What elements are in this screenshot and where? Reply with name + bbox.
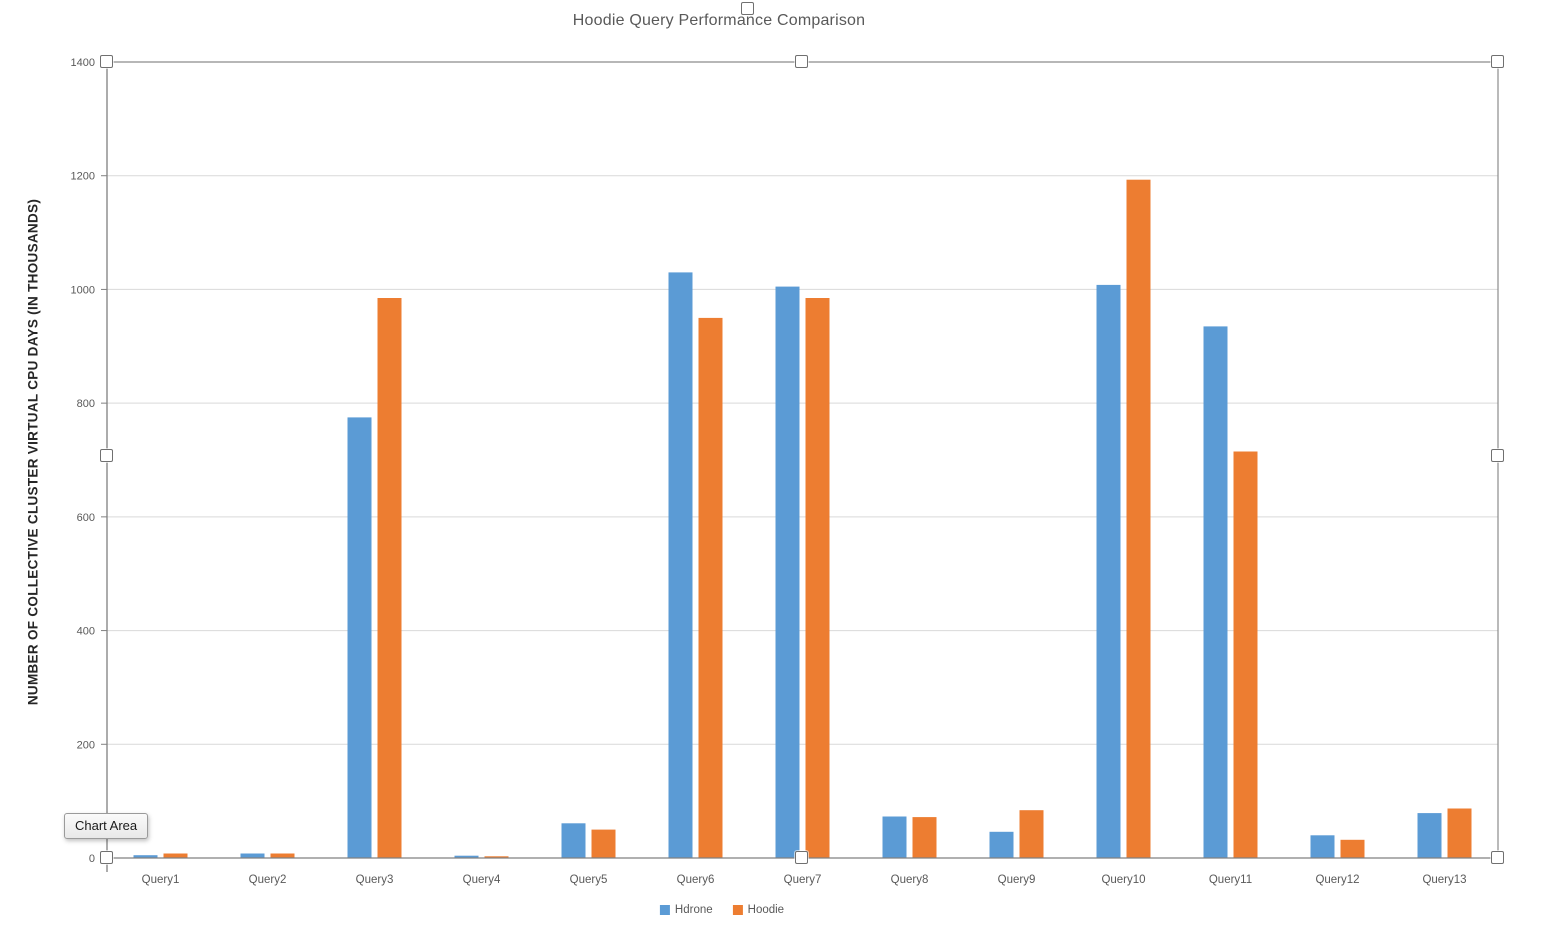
bar-hdrone-query6[interactable] [668,272,693,858]
bar-hoodie-query6[interactable] [698,317,723,858]
selection-handle-chart-top[interactable] [741,2,754,15]
selection-handle-bottom-right[interactable] [1491,851,1504,864]
bar-hoodie-query5[interactable] [591,829,616,858]
bar-hdrone-query2[interactable] [240,853,265,859]
legend-item-hdrone[interactable]: Hdrone [659,904,713,916]
bar-hoodie-query3[interactable] [377,298,402,858]
x-tick-label: Query8 [891,874,929,886]
legend-label-hoodie: Hoodie [747,904,785,916]
legend-swatch-hoodie [732,905,743,915]
bar-hoodie-query10[interactable] [1126,179,1151,858]
y-tick-label: 400 [77,626,95,638]
selection-handle-mid-left[interactable] [100,449,113,462]
bar-hdrone-query8[interactable] [882,816,907,859]
bar-hoodie-query9[interactable] [1019,810,1044,858]
x-tick-label: Query7 [784,874,822,886]
x-tick-label: Query1 [142,874,180,886]
legend-label-hdrone: Hdrone [674,904,713,916]
chart-area-tooltip-label: Chart Area [75,818,138,833]
legend-item-hoodie[interactable]: Hoodie [732,904,785,916]
bar-hoodie-query13[interactable] [1447,808,1472,859]
bar-hoodie-query4[interactable] [484,856,509,858]
selection-handle-bottom-center[interactable] [795,851,808,864]
y-tick-label: 600 [77,512,95,524]
y-tick-label: 1400 [71,57,95,69]
selection-handle-bottom-left[interactable] [100,851,113,864]
y-tick-label: 1200 [71,171,95,183]
bar-hdrone-query9[interactable] [989,831,1014,858]
selection-handle-top-right[interactable] [1491,55,1504,68]
y-tick-label: 0 [89,853,95,865]
y-tick-label: 200 [77,739,95,751]
bar-hdrone-query12[interactable] [1310,835,1335,858]
bar-hoodie-query11[interactable] [1233,451,1258,859]
bar-hdrone-query1[interactable] [133,855,158,858]
selection-handle-top-left[interactable] [100,55,113,68]
x-tick-label: Query4 [463,874,501,886]
x-tick-label: Query6 [677,874,715,886]
bar-hoodie-query1[interactable] [163,853,188,859]
y-tick-label: 800 [77,398,95,410]
bar-hoodie-query8[interactable] [912,817,937,858]
x-tick-label: Query3 [356,874,394,886]
x-tick-label: Query12 [1315,874,1359,886]
bar-hoodie-query7[interactable] [805,298,830,858]
bar-hdrone-query5[interactable] [561,823,586,858]
selection-handle-mid-right[interactable] [1491,449,1504,462]
bar-hdrone-query3[interactable] [347,417,372,858]
bar-hoodie-query2[interactable] [270,853,295,859]
chart-area-tooltip: Chart Area [64,813,149,839]
x-tick-label: Query10 [1101,874,1145,886]
bar-hdrone-query13[interactable] [1417,813,1442,858]
bar-hdrone-query10[interactable] [1096,284,1121,858]
bar-hdrone-query4[interactable] [454,855,479,858]
bar-hdrone-query11[interactable] [1203,326,1228,858]
x-tick-label: Query13 [1422,874,1466,886]
legend[interactable]: Hdrone Hoodie [659,904,785,916]
chart-title[interactable]: Hoodie Query Performance Comparison [572,12,866,29]
x-tick-label: Query9 [998,874,1036,886]
x-tick-label: Query2 [249,874,287,886]
bar-hdrone-query7[interactable] [775,286,800,859]
x-tick-label: Query11 [1209,874,1252,886]
x-tick-label: Query5 [570,874,608,886]
bar-hoodie-query12[interactable] [1340,839,1365,858]
selection-handle-top-center[interactable] [795,55,808,68]
legend-swatch-hdrone [659,905,670,915]
y-tick-label: 1000 [71,284,95,296]
